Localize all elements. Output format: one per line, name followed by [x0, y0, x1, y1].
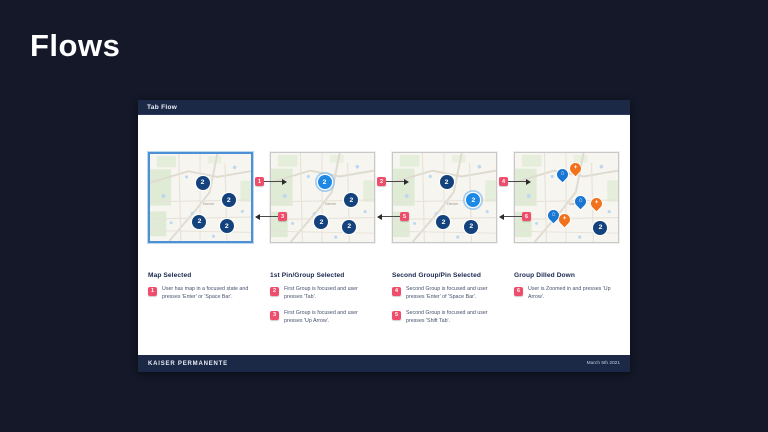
arrow-line	[260, 215, 278, 218]
panel-footer: KAISER PERMANENTE March 5th 2021	[138, 355, 630, 372]
flow-step-item: 6 User is Zoomed in and presses 'Up Arro…	[514, 286, 619, 301]
transition-arrow-left: 5	[377, 212, 409, 221]
hospital-icon: ⌂	[560, 170, 565, 178]
flow-step-title: Map Selected	[148, 272, 192, 279]
flow-step-item: 4 Second Group is focused and user press…	[392, 286, 497, 301]
caption-map-selected: Map Selected 1 User has map in a focused…	[148, 272, 253, 335]
slide-title: Flows	[30, 28, 121, 63]
cluster-pin[interactable]: 2	[314, 215, 329, 230]
map-thumbnail-map-selected[interactable]: Denver 2 2 2 2	[148, 152, 253, 243]
transition-arrow-left: 6	[499, 212, 531, 221]
step-number-badge: 2	[270, 286, 279, 296]
panel-header-title: Tab Flow	[147, 103, 178, 111]
cluster-pin[interactable]: 2	[192, 214, 207, 229]
cluster-pin[interactable]: 2	[439, 175, 454, 190]
arrow-line	[264, 180, 282, 183]
arrow-line	[386, 180, 404, 183]
medical-cross-icon: +	[594, 198, 599, 206]
step-description: Second Group is focused and user presses…	[406, 286, 488, 300]
arrowhead-icon	[377, 213, 382, 220]
transition-arrow-right: 1	[255, 177, 287, 186]
cluster-pin[interactable]: 2	[195, 175, 210, 190]
caption-second-group-selected: Second Group/Pin Selected 4 Second Group…	[392, 272, 497, 335]
hospital-icon: ⌂	[578, 196, 583, 204]
cluster-pin-focused[interactable]: 2	[466, 193, 481, 208]
arrowhead-icon	[499, 213, 504, 220]
medical-cross-icon: +	[573, 164, 578, 172]
footer-date: March 5th 2021	[586, 361, 620, 366]
step-description: User is Zoomed in and presses 'Up Arrow'…	[528, 286, 611, 300]
cluster-pin[interactable]: 2	[436, 215, 451, 230]
step-number-badge: 6	[514, 286, 523, 296]
transition-number-badge: 5	[400, 212, 409, 221]
arrowhead-icon	[404, 178, 409, 185]
step-number-badge: 3	[270, 310, 279, 320]
caption-group-drilled-down: Group Dilled Down 6 User is Zoomed in an…	[514, 272, 619, 335]
transition-number-badge: 3	[278, 212, 287, 221]
flow-step-item: 1 User has map in a focused state and pr…	[148, 286, 253, 301]
tab-flow-panel: Tab Flow Denver 2 2 2 2 Denver 2 2 2 2 Denver 2 2 2…	[138, 100, 630, 372]
transition-number-badge: 4	[499, 177, 508, 186]
cluster-pin-focused[interactable]: 2	[317, 175, 332, 190]
step-description: Second Group is focused and user presses…	[406, 310, 488, 325]
arrowhead-icon	[282, 178, 287, 185]
arrow-line	[504, 215, 522, 218]
medical-cross-icon: +	[562, 215, 567, 223]
step-description: User has map in a focused state and pres…	[162, 286, 249, 300]
cluster-pin[interactable]: 2	[593, 220, 608, 235]
transition-number-badge: 2	[377, 177, 386, 186]
transition-arrow-left: 3	[255, 212, 287, 221]
cluster-pin[interactable]: 2	[464, 219, 479, 234]
step-number-badge: 4	[392, 286, 401, 296]
step-number-badge: 5	[392, 310, 401, 320]
transition-number-badge: 1	[255, 177, 264, 186]
map-thumbnail-second-group-selected[interactable]: Denver 2 2 2 2	[392, 152, 497, 243]
arrowhead-icon	[255, 213, 260, 220]
map-thumbnail-first-group-selected[interactable]: Denver 2 2 2 2	[270, 152, 375, 243]
caption-first-group-selected: 1st Pin/Group Selected 2 First Group is …	[270, 272, 375, 335]
panel-header: Tab Flow	[138, 100, 630, 115]
map-thumbnail-group-drilled-down[interactable]: Denver⌂+⌂+⌂+2	[514, 152, 619, 243]
arrow-line	[382, 215, 400, 218]
flow-step-item: 3 First Group is focused and user presse…	[270, 310, 375, 325]
flow-step-title: Group Dilled Down	[514, 272, 576, 279]
transition-number-badge: 6	[522, 212, 531, 221]
transition-arrow-right: 4	[499, 177, 531, 186]
flow-step-title: Second Group/Pin Selected	[392, 272, 481, 279]
cluster-pin[interactable]: 2	[219, 219, 234, 234]
cluster-pin[interactable]: 2	[344, 193, 359, 208]
step-description: First Group is focused and user presses …	[284, 310, 358, 325]
cluster-pin[interactable]: 2	[342, 219, 357, 234]
arrowhead-icon	[526, 178, 531, 185]
footer-brand: KAISER PERMANENTE	[148, 360, 228, 367]
flow-step-item: 2 First Group is focused and user presse…	[270, 286, 375, 301]
flow-step-item: 5 Second Group is focused and user press…	[392, 310, 497, 325]
cluster-pin[interactable]: 2	[221, 193, 236, 208]
transition-arrow-right: 2	[377, 177, 409, 186]
step-number-badge: 1	[148, 286, 157, 296]
step-description: First Group is focused and user presses …	[284, 286, 358, 300]
flow-step-title: 1st Pin/Group Selected	[270, 272, 345, 279]
arrow-line	[508, 180, 526, 183]
captions-row: Map Selected 1 User has map in a focused…	[148, 272, 619, 335]
hospital-icon: ⌂	[551, 211, 556, 219]
